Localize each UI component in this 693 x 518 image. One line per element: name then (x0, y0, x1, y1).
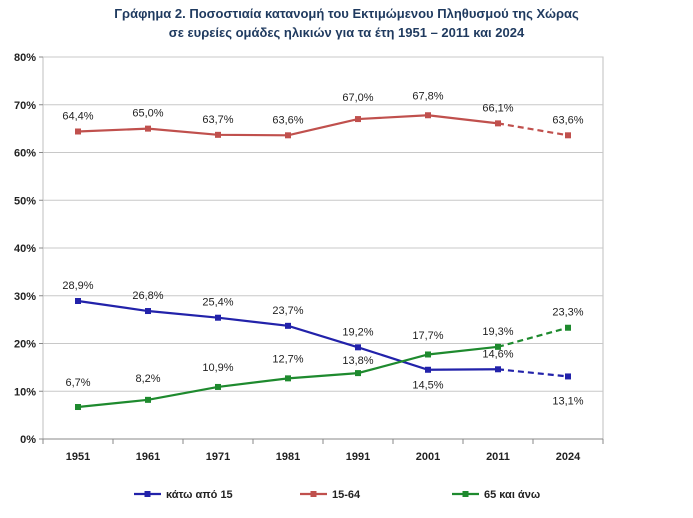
data-point (285, 375, 291, 382)
data-point (145, 308, 151, 315)
data-label: 8,2% (135, 373, 160, 385)
series-projection-line (497, 368, 569, 378)
data-label: 63,6% (552, 114, 583, 126)
series-projection-line (497, 122, 569, 137)
legend-label: 65 και άνω (484, 489, 540, 501)
y-tick-label: 30% (14, 291, 36, 303)
x-tick-label: 2001 (416, 451, 440, 463)
y-tick-label: 0% (20, 434, 36, 446)
legend-marker (310, 491, 317, 497)
data-label: 28,9% (62, 280, 93, 292)
data-point (75, 128, 81, 135)
chart-title-line1: Γράφημα 2. Ποσοστιαία κατανομή του Εκτιμ… (114, 6, 579, 21)
data-point (215, 383, 221, 390)
data-label: 66,1% (482, 102, 513, 114)
y-tick-label: 70% (14, 100, 36, 112)
data-point (565, 132, 571, 139)
data-point (145, 396, 151, 403)
data-point (355, 116, 361, 123)
x-tick-label: 1991 (346, 451, 370, 463)
y-tick-label: 60% (14, 148, 36, 160)
data-label: 63,6% (272, 114, 303, 126)
data-point (215, 314, 221, 321)
data-label: 25,4% (202, 297, 233, 309)
data-point (355, 370, 361, 377)
data-label: 67,0% (342, 92, 373, 104)
data-label: 13,1% (552, 395, 583, 407)
legend-marker (462, 491, 469, 497)
data-label: 65,0% (132, 108, 163, 120)
chart-title-line2: σε ευρείες ομάδες ηλικιών για τα έτη 195… (168, 25, 525, 40)
data-point (75, 298, 81, 305)
data-point (425, 351, 431, 358)
data-point (495, 343, 501, 350)
data-label: 12,7% (272, 353, 303, 365)
data-point (145, 125, 151, 132)
data-point (565, 373, 571, 380)
data-label: 19,3% (482, 326, 513, 338)
data-label: 23,7% (272, 305, 303, 317)
data-point (285, 132, 291, 139)
data-label: 26,8% (132, 290, 163, 302)
legend-label: κάτω από 15 (166, 489, 233, 501)
data-label: 14,6% (482, 348, 513, 360)
legend-label: 15-64 (332, 489, 361, 501)
y-tick-label: 10% (14, 386, 36, 398)
x-tick-label: 1971 (206, 451, 230, 463)
x-tick-label: 2011 (486, 451, 510, 463)
chart-title: Γράφημα 2. Ποσοστιαία κατανομή του Εκτιμ… (0, 4, 693, 42)
data-label: 63,7% (202, 114, 233, 126)
data-point (355, 344, 361, 351)
data-label: 13,8% (342, 355, 373, 367)
data-point (495, 120, 501, 127)
data-point (565, 324, 571, 331)
data-point (75, 404, 81, 411)
series-projection-line (497, 326, 569, 348)
data-label: 6,7% (65, 377, 90, 389)
data-label: 17,7% (412, 330, 443, 342)
data-label: 64,4% (62, 110, 93, 122)
data-label: 14,5% (412, 379, 443, 391)
y-tick-label: 50% (14, 195, 36, 207)
x-tick-label: 2024 (556, 451, 581, 463)
data-point (425, 112, 431, 119)
data-label: 10,9% (202, 362, 233, 374)
y-tick-label: 20% (14, 339, 36, 351)
y-tick-label: 80% (14, 52, 36, 64)
data-point (425, 366, 431, 373)
data-point (285, 322, 291, 329)
x-tick-label: 1951 (66, 451, 90, 463)
data-label: 67,8% (412, 90, 443, 102)
data-point (495, 366, 501, 373)
data-label: 19,2% (342, 326, 373, 338)
data-point (215, 131, 221, 138)
y-tick-label: 40% (14, 243, 36, 255)
x-tick-label: 1961 (136, 451, 160, 463)
x-tick-label: 1981 (276, 451, 300, 463)
legend-marker (144, 491, 151, 497)
data-label: 23,3% (552, 307, 583, 319)
